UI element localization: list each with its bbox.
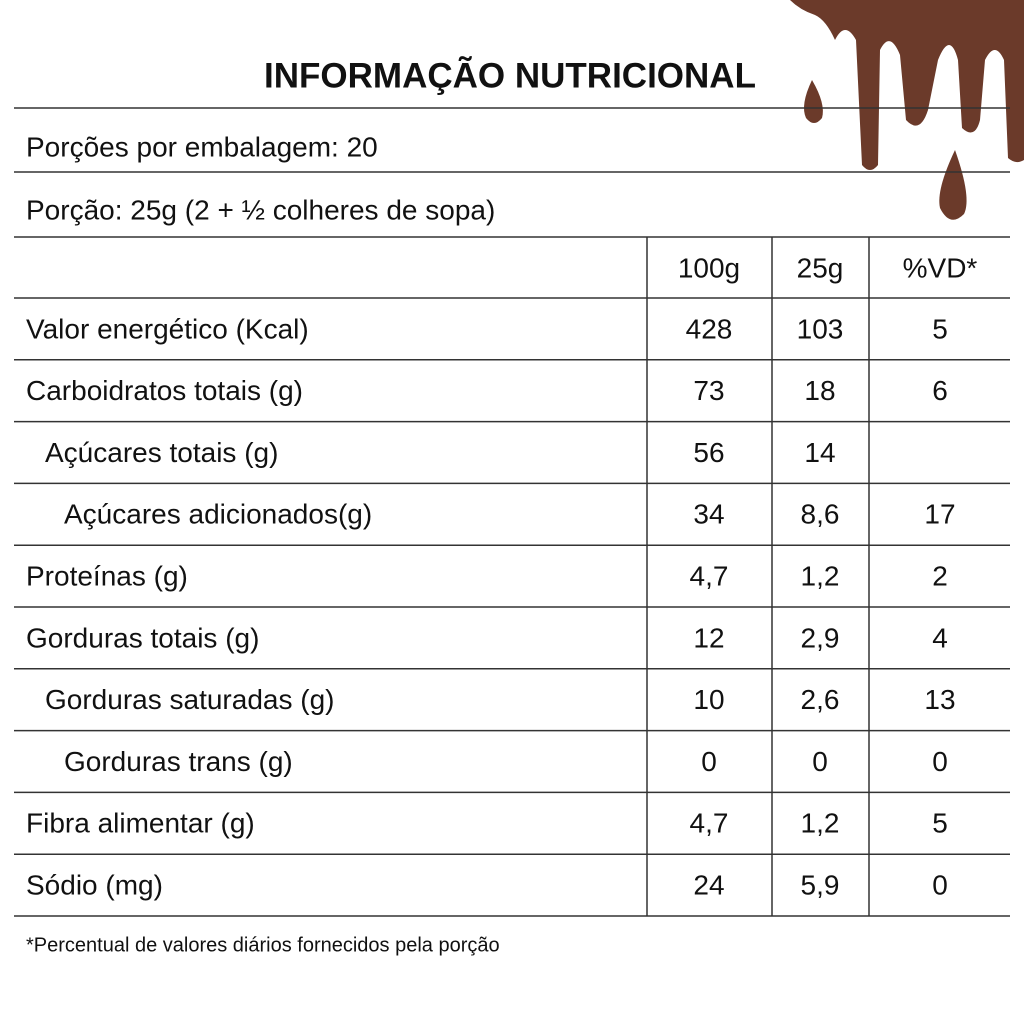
nutrient-label: Sódio (mg) — [26, 869, 163, 900]
nutrient-label: Açúcares adicionados(g) — [64, 499, 372, 530]
nutrient-label: Gorduras totais (g) — [26, 622, 259, 653]
nutrient-value: 428 — [686, 313, 733, 344]
nutrient-label: Fibra alimentar (g) — [26, 808, 255, 839]
nutrient-value: 34 — [693, 499, 724, 530]
nutrient-value: 8,6 — [801, 499, 840, 530]
nutrient-value: 103 — [797, 313, 844, 344]
column-header: 25g — [797, 252, 844, 283]
nutrient-value: 0 — [812, 746, 828, 777]
nutrient-value: 24 — [693, 869, 724, 900]
nutrient-value: 2,6 — [801, 684, 840, 715]
nutrient-value: 0 — [701, 746, 717, 777]
nutrient-value: 5,9 — [801, 869, 840, 900]
nutrient-value: 1,2 — [801, 560, 840, 591]
nutrient-value: 4 — [932, 622, 948, 653]
column-header: %VD* — [903, 252, 978, 283]
footnote: *Percentual de valores diários fornecido… — [26, 934, 500, 956]
nutrient-value: 17 — [924, 499, 955, 530]
nutrient-label: Gorduras trans (g) — [64, 746, 293, 777]
nutrient-label: Valor energético (Kcal) — [26, 313, 309, 344]
nutrient-label: Gorduras saturadas (g) — [45, 684, 334, 715]
nutrient-label: Proteínas (g) — [26, 560, 188, 591]
nutrient-value: 73 — [693, 375, 724, 406]
nutrient-value: 5 — [932, 808, 948, 839]
nutrient-value: 13 — [924, 684, 955, 715]
nutrient-value: 4,7 — [690, 808, 729, 839]
servings: Porções por embalagem: 20 — [26, 131, 378, 162]
column-header: 100g — [678, 252, 740, 283]
nutrient-value: 10 — [693, 684, 724, 715]
nutrient-label: Carboidratos totais (g) — [26, 375, 303, 406]
nutrient-value: 0 — [932, 746, 948, 777]
nutrient-label: Açúcares totais (g) — [45, 437, 278, 468]
nutrient-value: 2 — [932, 560, 948, 591]
nutrient-value: 2,9 — [801, 622, 840, 653]
title: INFORMAÇÃO NUTRICIONAL — [264, 56, 756, 95]
nutrient-value: 56 — [693, 437, 724, 468]
nutrient-value: 6 — [932, 375, 948, 406]
nutrient-value: 5 — [932, 313, 948, 344]
nutrient-value: 18 — [804, 375, 835, 406]
nutrient-value: 14 — [804, 437, 835, 468]
nutrient-value: 0 — [932, 869, 948, 900]
portion: Porção: 25g (2 + ½ colheres de sopa) — [26, 194, 495, 225]
nutrient-value: 1,2 — [801, 808, 840, 839]
nutrient-value: 4,7 — [690, 560, 729, 591]
chocolate-drip — [790, 0, 1024, 220]
nutrient-value: 12 — [693, 622, 724, 653]
